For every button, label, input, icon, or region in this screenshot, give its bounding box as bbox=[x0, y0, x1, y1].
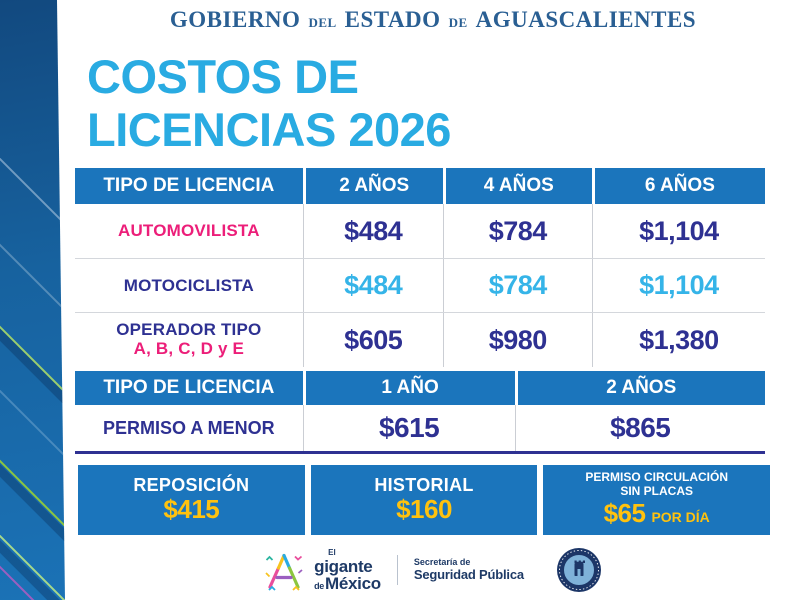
price-value: $484 bbox=[302, 259, 443, 312]
gov-word: ESTADO bbox=[344, 7, 441, 32]
header-cell-tipo: TIPO DE LICENCIA bbox=[103, 377, 275, 398]
brand-de: de bbox=[314, 580, 325, 591]
footer-logos: El gigante de México Secretaría de Segur… bbox=[66, 547, 800, 593]
left-decorative-band bbox=[0, 0, 65, 600]
gigante-mexico-logo-icon bbox=[265, 553, 303, 591]
fee-value: $65 bbox=[603, 497, 646, 528]
price-value: $865 bbox=[514, 405, 765, 451]
fee-title: HISTORIAL bbox=[374, 474, 474, 495]
brand-gigante: gigante bbox=[314, 556, 373, 576]
fee-value-row: $65 POR DÍA bbox=[603, 497, 710, 529]
fee-value: $160 bbox=[396, 494, 452, 525]
table2-header-row: TIPO DE LICENCIA 1 AÑO 2 AÑOS bbox=[75, 371, 765, 405]
fee-title-line1: PERMISO CIRCULACIÓN bbox=[585, 470, 729, 485]
license-price-table: TIPO DE LICENCIA 2 AÑOS 4 AÑOS 6 AÑOS AU… bbox=[75, 168, 765, 454]
header-cell-2anos: 2 AÑOS bbox=[514, 371, 765, 405]
price-value: $1,104 bbox=[591, 204, 765, 258]
gov-word: GOBIERNO bbox=[169, 7, 301, 32]
brand-mexico: México bbox=[325, 573, 381, 593]
table-row-operador: OPERADOR TIPO A, B, C, D y E $605 $980 $… bbox=[75, 312, 765, 367]
fee-title-line2: SIN PLACAS bbox=[620, 484, 694, 499]
header-cell-2anos: 2 AÑOS bbox=[302, 168, 443, 204]
seguridad-publica-seal-icon bbox=[556, 548, 601, 592]
fee-title: REPOSICIÓN bbox=[133, 474, 250, 495]
secretaria-wordmark: Secretaría de Seguridad Pública bbox=[413, 557, 524, 582]
row-label: OPERADOR TIPO A, B, C, D y E bbox=[75, 313, 303, 367]
gov-word-small: DEL bbox=[308, 15, 337, 30]
table-row-motociclista: MOTOCICLISTA $484 $784 $1,104 bbox=[75, 258, 765, 312]
government-header: GOBIERNO DEL ESTADO DE AGUASCALIENTES bbox=[66, 7, 800, 33]
gov-word-small: DE bbox=[448, 15, 468, 30]
price-value: $1,104 bbox=[591, 259, 765, 312]
row-label-line1: OPERADOR TIPO bbox=[116, 320, 262, 340]
price-value: $615 bbox=[302, 405, 515, 451]
header-cell-tipo: TIPO DE LICENCIA bbox=[103, 175, 275, 196]
diagonal-shadow-stripe bbox=[0, 437, 65, 550]
fee-value: $415 bbox=[163, 494, 220, 525]
row-label-line2: A, B, C, D y E bbox=[133, 339, 245, 358]
diagonal-stripe bbox=[0, 214, 65, 315]
row-label: PERMISO A MENOR bbox=[103, 417, 275, 438]
brand-el: El bbox=[328, 547, 336, 557]
fee-box-reposicion: REPOSICIÓN $415 bbox=[78, 465, 305, 535]
price-value: $605 bbox=[302, 313, 443, 367]
title-line-2: LICENCIAS 2026 bbox=[87, 103, 451, 156]
diagonal-stripe bbox=[0, 128, 65, 229]
extra-fees-band: REPOSICIÓN $415 HISTORIAL $160 PERMISO C… bbox=[78, 465, 771, 535]
price-value: $784 bbox=[442, 259, 592, 312]
page-title: COSTOS DE LICENCIAS 2026 bbox=[87, 50, 451, 156]
footer-divider bbox=[396, 555, 398, 585]
gov-word: AGUASCALIENTES bbox=[475, 7, 697, 32]
price-value: $784 bbox=[442, 204, 592, 258]
secretaria-de-label: Secretaría de bbox=[413, 557, 471, 568]
row-label: MOTOCICLISTA bbox=[123, 275, 254, 295]
table-bottom-rule bbox=[75, 451, 765, 454]
price-value: $980 bbox=[442, 313, 592, 367]
table-row-permiso-menor: PERMISO A MENOR $615 $865 bbox=[75, 405, 765, 451]
diagonal-shadow-stripe bbox=[0, 301, 65, 414]
seguridad-publica-label: Seguridad Pública bbox=[413, 566, 524, 582]
price-value: $484 bbox=[302, 204, 443, 258]
header-cell-4anos: 4 AÑOS bbox=[442, 168, 592, 204]
price-value: $1,380 bbox=[591, 313, 765, 367]
fee-value-suffix: POR DÍA bbox=[651, 508, 710, 525]
fee-box-permiso-circulacion: PERMISO CIRCULACIÓN SIN PLACAS $65 POR D… bbox=[543, 465, 771, 535]
brand-de-mexico: de México bbox=[314, 575, 381, 592]
fee-box-historial: HISTORIAL $160 bbox=[310, 465, 538, 535]
table1-header-row: TIPO DE LICENCIA 2 AÑOS 4 AÑOS 6 AÑOS bbox=[75, 168, 765, 204]
brand-wordmark: El gigante de México bbox=[314, 547, 381, 592]
row-label: AUTOMOVILISTA bbox=[117, 221, 260, 240]
header-cell-6anos: 6 AÑOS bbox=[591, 168, 765, 204]
table-row-automovilista: AUTOMOVILISTA $484 $784 $1,104 bbox=[75, 204, 765, 258]
header-cell-1ano: 1 AÑO bbox=[302, 371, 515, 405]
title-line-1: COSTOS DE bbox=[87, 50, 359, 103]
